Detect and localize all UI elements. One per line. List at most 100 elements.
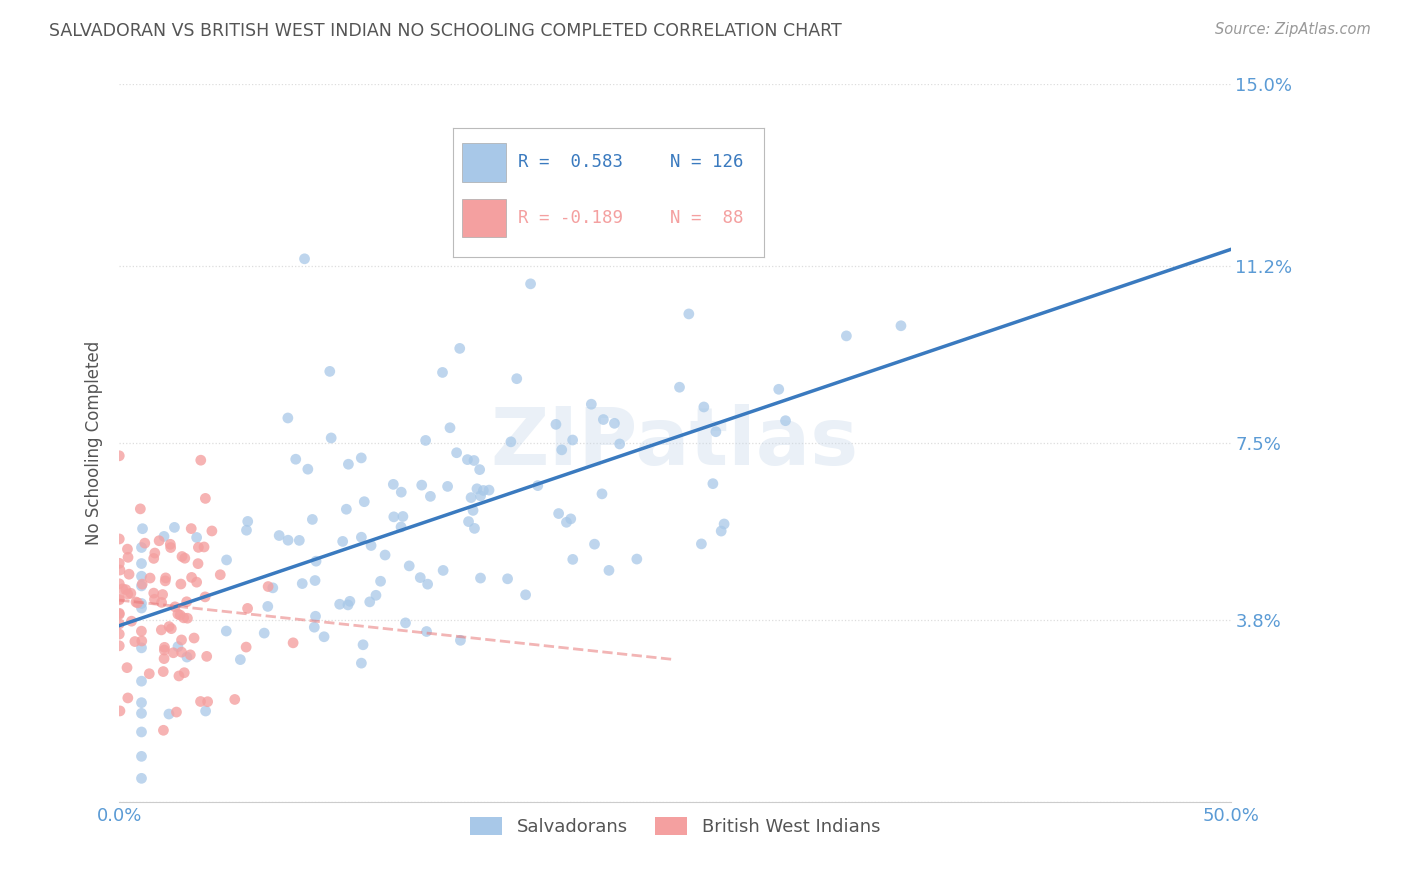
Point xyxy=(835,329,858,343)
Point xyxy=(180,522,202,536)
Point xyxy=(269,528,291,542)
Point xyxy=(551,442,574,457)
Point xyxy=(167,607,190,621)
Point xyxy=(305,554,328,568)
Point xyxy=(449,342,471,356)
Point xyxy=(382,509,405,524)
Point xyxy=(117,690,139,705)
Point xyxy=(304,609,326,624)
Y-axis label: No Schooling Completed: No Schooling Completed xyxy=(86,342,103,546)
Point xyxy=(167,640,190,654)
Point xyxy=(560,512,582,526)
Point xyxy=(416,577,439,591)
Point xyxy=(775,414,797,428)
Point xyxy=(120,586,142,600)
Point xyxy=(468,462,491,476)
Point xyxy=(382,477,405,491)
Point xyxy=(339,594,361,608)
Point xyxy=(890,318,912,333)
Point xyxy=(131,772,153,786)
Point xyxy=(108,577,131,591)
Point xyxy=(152,665,174,679)
Point xyxy=(131,634,153,648)
Point xyxy=(163,520,186,534)
Point xyxy=(411,478,433,492)
Point xyxy=(176,611,198,625)
Point xyxy=(415,624,437,639)
Point xyxy=(108,607,131,622)
Point xyxy=(170,645,193,659)
Point xyxy=(312,630,335,644)
Point xyxy=(169,608,191,623)
Point xyxy=(153,651,176,665)
Point xyxy=(449,633,471,648)
Point xyxy=(350,656,373,670)
Point xyxy=(173,611,195,625)
Point xyxy=(506,372,529,386)
Point xyxy=(236,601,259,615)
Point xyxy=(609,437,631,451)
Point xyxy=(419,489,441,503)
Point xyxy=(143,592,166,607)
Point xyxy=(591,487,613,501)
Point xyxy=(693,400,716,414)
Point xyxy=(170,549,193,564)
Point xyxy=(370,574,392,589)
Point xyxy=(124,634,146,648)
Point xyxy=(108,639,131,653)
Point xyxy=(294,252,316,266)
Point xyxy=(186,531,208,545)
Point xyxy=(472,483,495,498)
Point xyxy=(108,449,131,463)
Point xyxy=(111,582,134,596)
Point xyxy=(195,649,218,664)
Point xyxy=(374,548,396,562)
Point xyxy=(284,452,307,467)
Point xyxy=(499,434,522,449)
Point xyxy=(157,619,180,633)
Point xyxy=(678,307,700,321)
Point xyxy=(138,666,160,681)
Point xyxy=(436,479,458,493)
Point xyxy=(108,616,131,631)
Point xyxy=(166,705,188,719)
Point xyxy=(131,557,153,571)
Point xyxy=(160,622,183,636)
Point xyxy=(108,532,131,546)
Point xyxy=(235,640,257,654)
Point xyxy=(150,595,173,609)
Point xyxy=(125,595,148,609)
Point xyxy=(224,692,246,706)
Point xyxy=(131,541,153,555)
Point xyxy=(194,704,217,718)
Point xyxy=(478,483,501,497)
Point xyxy=(162,646,184,660)
Point xyxy=(153,640,176,655)
Point xyxy=(277,533,299,548)
Point xyxy=(526,478,548,492)
Point xyxy=(134,536,156,550)
Point xyxy=(446,446,468,460)
Point xyxy=(131,696,153,710)
Point xyxy=(229,652,252,666)
Point xyxy=(257,580,280,594)
Point xyxy=(329,597,352,611)
Point xyxy=(439,421,461,435)
Point xyxy=(561,433,583,447)
Point xyxy=(470,571,492,585)
Point xyxy=(152,588,174,602)
Point xyxy=(457,515,479,529)
Point xyxy=(332,534,354,549)
Point xyxy=(301,512,323,526)
Point xyxy=(496,572,519,586)
Legend: Salvadorans, British West Indians: Salvadorans, British West Indians xyxy=(463,810,887,844)
Point xyxy=(515,588,537,602)
Point xyxy=(353,494,375,508)
Point xyxy=(131,569,153,583)
Point xyxy=(167,669,190,683)
Point xyxy=(392,509,415,524)
Point xyxy=(131,749,153,764)
Point xyxy=(253,626,276,640)
Text: SALVADORAN VS BRITISH WEST INDIAN NO SCHOOLING COMPLETED CORRELATION CHART: SALVADORAN VS BRITISH WEST INDIAN NO SCH… xyxy=(49,22,842,40)
Point xyxy=(432,366,454,380)
